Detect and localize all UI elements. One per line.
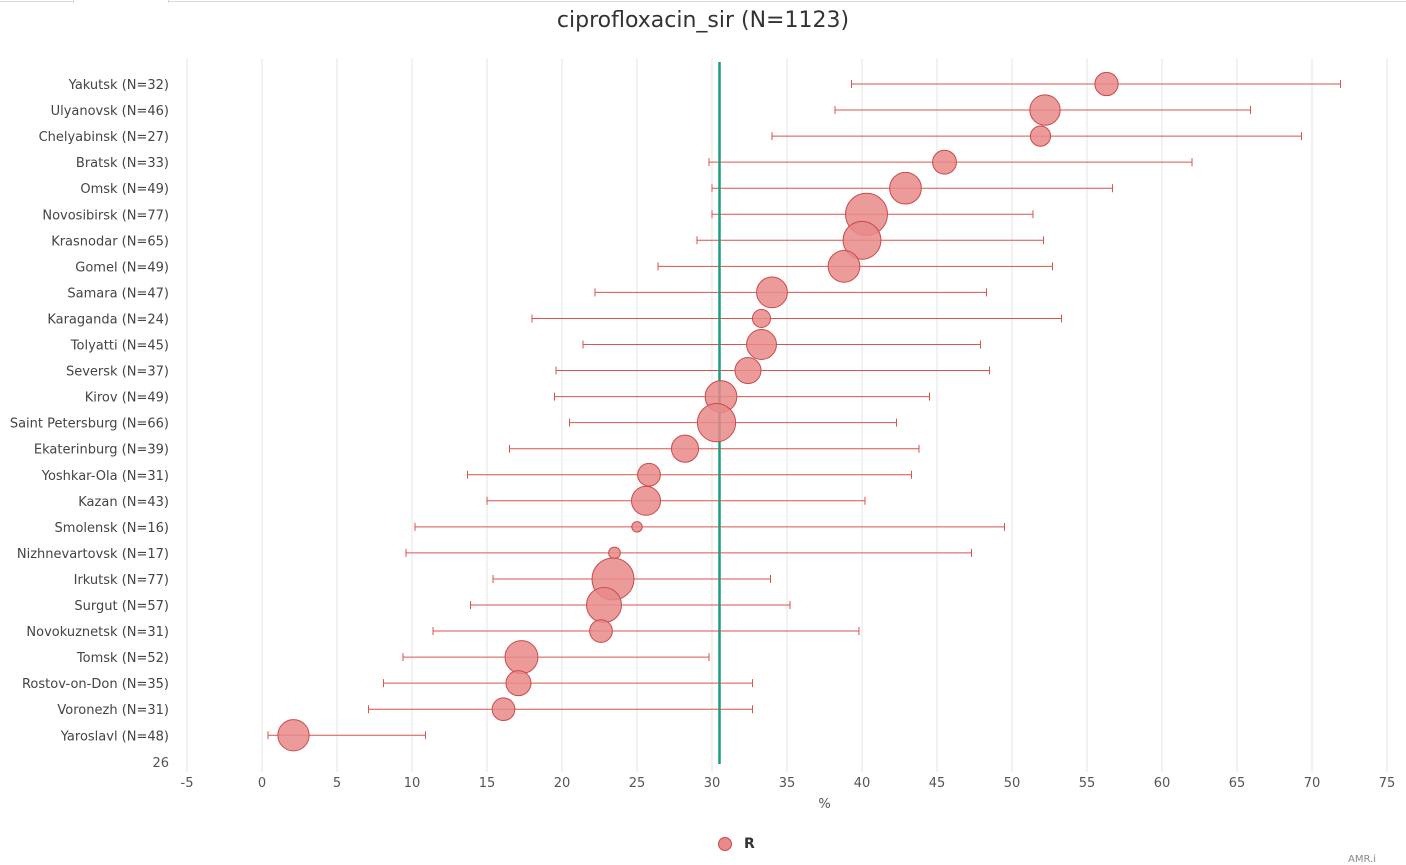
data-point (746, 329, 777, 360)
y-tick-label: Novokuznetsk (N=31) (26, 625, 169, 640)
data-point (932, 149, 957, 175)
chart-title: ciprofloxacin_sir (N=1123) (556, 8, 850, 33)
x-tick-label: 5 (333, 776, 341, 791)
tab-divider-left (0, 1, 73, 2)
data-point (696, 403, 737, 443)
data-point (734, 357, 762, 385)
data-point (1094, 71, 1119, 97)
data-point (505, 670, 532, 697)
x-tick-label: 15 (479, 776, 496, 791)
x-tick-label: 55 (1079, 776, 1096, 791)
tab-divider-right (168, 1, 1406, 2)
y-tick-label: Omsk (N=49) (80, 182, 169, 197)
y-tick-label: Tolyatti (N=45) (70, 339, 169, 354)
x-tick-label: 25 (629, 776, 646, 791)
x-tick-label: 70 (1304, 776, 1321, 791)
y-tick-label: Chelyabinsk (N=27) (39, 130, 169, 145)
data-point (630, 485, 662, 516)
y-tick-label: Surgut (N=57) (74, 599, 169, 614)
data-point (586, 587, 622, 623)
y-tick-label: Rostov-on-Don (N=35) (22, 677, 169, 692)
y-tick-label: Bratsk (N=33) (76, 156, 169, 171)
y-tick-label: Seversk (N=37) (66, 365, 169, 380)
y-tick-label: Smolensk (N=16) (55, 521, 169, 536)
tab-bar (0, 0, 1406, 3)
x-tick-label: 40 (854, 776, 871, 791)
x-tick-label: -5 (181, 776, 194, 791)
x-tick-label: 65 (1229, 776, 1246, 791)
data-point (504, 640, 539, 675)
y-tick-label: Kazan (N=43) (78, 495, 169, 510)
y-tick-label-extra: 26 (152, 756, 169, 771)
y-tick-label: Ekaterinburg (N=39) (34, 443, 169, 458)
y-tick-label: Saint Petersburg (N=66) (10, 417, 169, 432)
data-point (589, 619, 613, 643)
x-tick-label: 50 (1004, 776, 1021, 791)
data-point (491, 697, 516, 722)
x-tick-label: 35 (779, 776, 796, 791)
x-tick-label: 20 (554, 776, 571, 791)
data-point (608, 546, 621, 560)
y-tick-label: Yaroslavl (N=48) (60, 729, 169, 744)
y-tick-label: Gomel (N=49) (75, 260, 169, 275)
x-tick-label: 60 (1154, 776, 1171, 791)
y-tick-label: Kirov (N=49) (85, 391, 169, 406)
x-tick-label: 45 (929, 776, 946, 791)
corner-watermark: AMR.i (1348, 854, 1377, 865)
legend-marker-icon (718, 837, 732, 851)
legend-label: R (744, 836, 755, 852)
y-tick-label: Voronezh (N=31) (57, 703, 169, 718)
data-point (889, 171, 922, 205)
data-point (631, 521, 643, 533)
x-axis-label: % (818, 797, 830, 812)
data-point (670, 434, 700, 463)
y-tick-label: Samara (N=47) (67, 286, 169, 301)
x-tick-label: 30 (704, 776, 721, 791)
y-tick-label: Karaganda (N=24) (47, 312, 169, 327)
data-point (1029, 94, 1061, 126)
legend[interactable]: R (718, 834, 755, 854)
data-point (842, 220, 882, 260)
y-tick-label: Yoshkar-Ola (N=31) (41, 469, 169, 484)
y-tick-label: Krasnodar (N=65) (51, 234, 169, 249)
x-tick-label: 75 (1379, 776, 1396, 791)
data-point (277, 719, 310, 752)
y-tick-label: Novosibirsk (N=77) (42, 208, 169, 223)
data-point (1029, 125, 1052, 147)
y-tick-label: Yakutsk (N=32) (68, 78, 169, 93)
y-tick-label: Tomsk (N=52) (76, 651, 169, 666)
y-tick-label: Nizhnevartovsk (N=17) (17, 547, 169, 562)
y-tick-label: Ulyanovsk (N=46) (51, 104, 169, 119)
data-point (751, 308, 772, 328)
data-point (756, 276, 788, 309)
data-point (637, 462, 661, 487)
x-tick-label: 0 (258, 776, 266, 791)
x-tick-label: 10 (404, 776, 421, 791)
data-point (827, 250, 861, 283)
y-tick-label: Irkutsk (N=77) (74, 573, 169, 588)
